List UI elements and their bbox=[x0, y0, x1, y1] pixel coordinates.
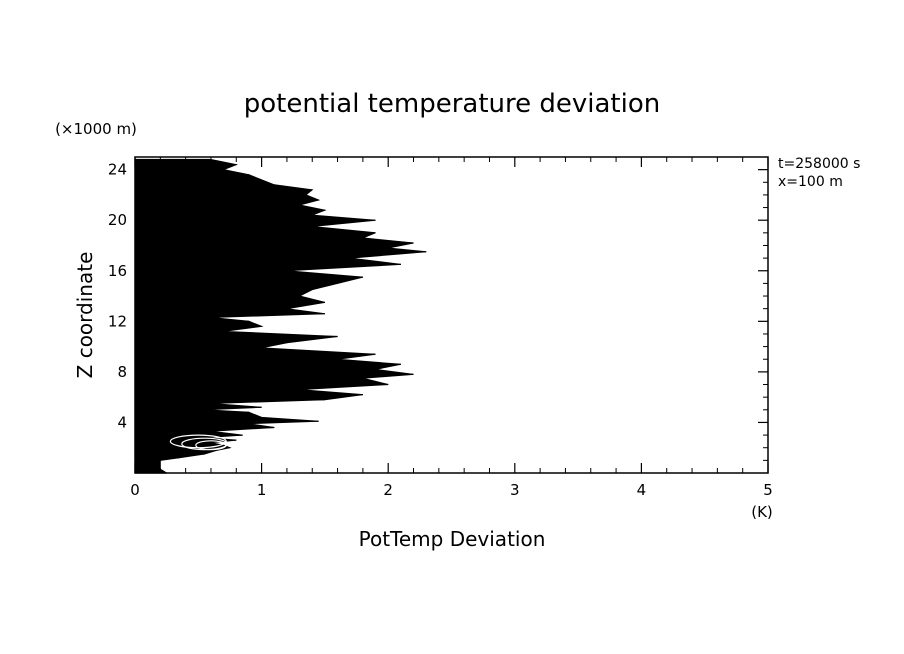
y-tick-label: 12 bbox=[108, 312, 127, 330]
y-tick-label: 16 bbox=[108, 262, 127, 280]
position-annotation: x=100 m bbox=[778, 174, 843, 190]
y-tick-label: 4 bbox=[117, 413, 127, 431]
x-axis-unit: (K) bbox=[751, 503, 773, 521]
profile-loop bbox=[195, 440, 227, 451]
x-tick-label: 0 bbox=[130, 481, 140, 499]
profile-fill bbox=[134, 158, 427, 474]
x-tick-label: 5 bbox=[763, 481, 773, 499]
y-axis-unit: (×1000 m) bbox=[55, 120, 137, 138]
x-axis-label: PotTemp Deviation bbox=[359, 527, 546, 551]
x-tick-label: 1 bbox=[257, 481, 267, 499]
x-tick-label: 3 bbox=[510, 481, 520, 499]
time-annotation: t=258000 s bbox=[778, 156, 860, 172]
plot-frame bbox=[134, 156, 769, 474]
y-axis-label: Z coordinate bbox=[73, 252, 97, 379]
chart-title: potential temperature deviation bbox=[244, 89, 660, 119]
data-layer bbox=[134, 158, 427, 474]
x-tick-label: 4 bbox=[637, 481, 647, 499]
y-tick-label: 24 bbox=[108, 161, 127, 179]
y-tick-label: 8 bbox=[117, 363, 127, 381]
x-tick-label: 2 bbox=[383, 481, 393, 499]
y-tick-label: 20 bbox=[108, 211, 127, 229]
